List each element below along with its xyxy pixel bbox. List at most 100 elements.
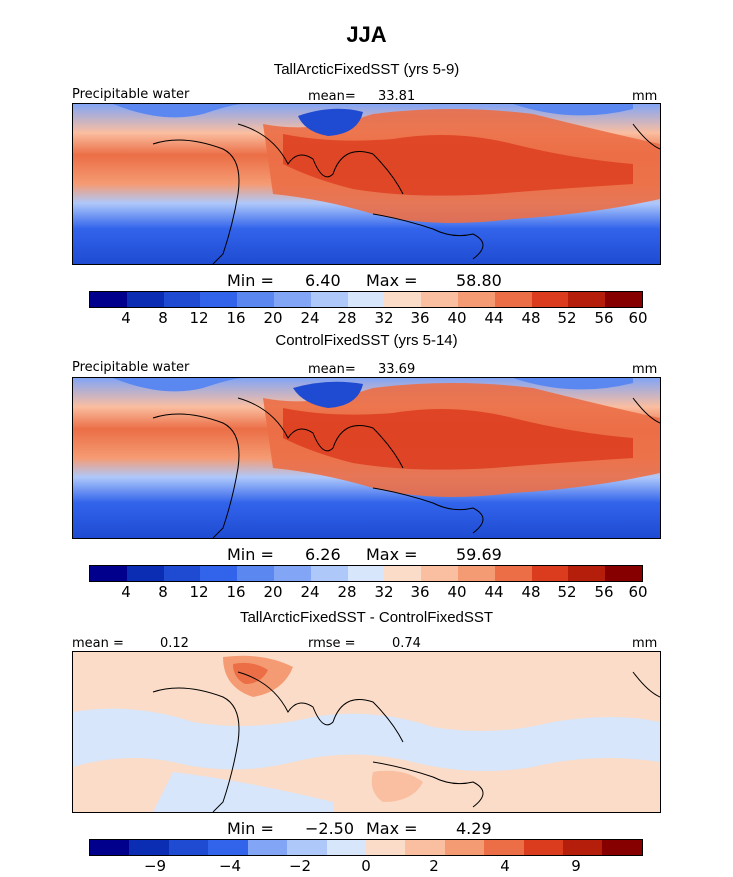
colorbar-tick: 32 bbox=[374, 309, 394, 327]
colorbar-tick: 40 bbox=[447, 583, 467, 601]
panel1-pacific-dry bbox=[513, 104, 633, 116]
colorbar-tick: 48 bbox=[521, 309, 541, 327]
panel3-coastlines bbox=[152, 671, 660, 812]
panel1-max-value: 58.80 bbox=[456, 271, 502, 290]
panel3-negative-band bbox=[73, 708, 660, 771]
panel3-map-svg bbox=[73, 652, 660, 812]
panel2-colorbar-swatch bbox=[273, 566, 311, 581]
panel3-colorbar-swatch bbox=[90, 840, 130, 855]
colorbar-tick: 4 bbox=[121, 309, 131, 327]
panel2-colorbar-ticks: 4 8 12 16 20 24 28 32 36 40 44 48 52 56 … bbox=[0, 583, 733, 603]
panel3-colorbar-swatch bbox=[168, 840, 209, 855]
panel3-colorbar-swatch bbox=[444, 840, 485, 855]
panel2-colorbar-swatch bbox=[384, 566, 422, 581]
panel1-colorbar-swatch bbox=[457, 292, 495, 307]
panel1-colorbar-swatch bbox=[384, 292, 422, 307]
panel2-max-label: Max = bbox=[366, 545, 418, 564]
panel1-colorbar-swatch bbox=[494, 292, 532, 307]
panel1-map bbox=[72, 103, 661, 265]
panel2-colorbar-swatch bbox=[126, 566, 164, 581]
panel2-colorbar-swatch bbox=[421, 566, 458, 581]
panel2-colorbar-swatch bbox=[347, 566, 385, 581]
colorbar-tick: −9 bbox=[143, 857, 167, 875]
colorbar-tick: 36 bbox=[410, 583, 430, 601]
panel2-map-svg bbox=[73, 378, 660, 538]
panel1-mean-label: mean= bbox=[308, 89, 356, 104]
panel1-sahara-dry bbox=[113, 104, 243, 118]
panel1-colorbar-swatch bbox=[90, 292, 127, 307]
panel1-mean-value: 33.81 bbox=[378, 89, 416, 104]
panel3-max-label: Max = bbox=[366, 819, 418, 838]
panel2-colorbar bbox=[89, 565, 643, 582]
panel1-colorbar-swatch bbox=[568, 292, 606, 307]
colorbar-tick: 40 bbox=[447, 309, 467, 327]
colorbar-tick: 9 bbox=[571, 857, 581, 875]
colorbar-tick: 36 bbox=[410, 309, 430, 327]
panel2-colorbar-swatch bbox=[163, 566, 201, 581]
panel1-colorbar-ticks: 4 8 12 16 20 24 28 32 36 40 44 48 52 56 … bbox=[0, 309, 733, 329]
panel2-min-value: 6.26 bbox=[305, 545, 341, 564]
panel3-colorbar bbox=[89, 839, 643, 856]
season-title: JJA bbox=[346, 22, 387, 47]
panel3-colorbar-ticks: −9 −4 −2 0 2 4 9 bbox=[0, 857, 733, 877]
panel1-map-svg bbox=[73, 104, 660, 264]
panel3-min-label: Min = bbox=[227, 819, 274, 838]
colorbar-tick: 4 bbox=[121, 583, 131, 601]
panel1-colorbar-swatch bbox=[347, 292, 385, 307]
panel3-colorbar-swatch bbox=[405, 840, 445, 855]
panel2-colorbar-swatch bbox=[310, 566, 348, 581]
panel2-units: mm bbox=[632, 362, 658, 377]
panel3-colorbar-swatch bbox=[563, 840, 603, 855]
panel1-colorbar bbox=[89, 291, 643, 308]
colorbar-tick: 56 bbox=[594, 583, 614, 601]
colorbar-tick: 20 bbox=[263, 583, 283, 601]
panel2-map bbox=[72, 377, 661, 539]
colorbar-tick: 16 bbox=[226, 583, 246, 601]
panel1-colorbar-swatch bbox=[605, 292, 642, 307]
colorbar-tick: 4 bbox=[500, 857, 510, 875]
panel3-colorbar-swatch bbox=[523, 840, 564, 855]
panel2-sahara-dry bbox=[113, 378, 243, 392]
panel2-max-value: 59.69 bbox=[456, 545, 502, 564]
panel3-colorbar-swatch bbox=[129, 840, 169, 855]
panel1-colorbar-swatch bbox=[126, 292, 164, 307]
panel1-colorbar-swatch bbox=[163, 292, 201, 307]
panel3-map bbox=[72, 651, 661, 813]
panel1-max-region bbox=[283, 134, 633, 196]
panel3-min-value: −2.50 bbox=[305, 819, 355, 838]
panel2-title: ControlFixedSST (yrs 5-14) bbox=[275, 332, 458, 349]
colorbar-tick: 48 bbox=[521, 583, 541, 601]
colorbar-tick: 24 bbox=[300, 309, 320, 327]
colorbar-tick: 60 bbox=[628, 309, 648, 327]
panel3-colorbar-swatch bbox=[287, 840, 327, 855]
colorbar-tick: 8 bbox=[158, 309, 168, 327]
panel3-colorbar-swatch bbox=[484, 840, 524, 855]
panel1-variable: Precipitable water bbox=[72, 87, 190, 102]
panel1-max-label: Max = bbox=[366, 271, 418, 290]
panel2-colorbar-swatch bbox=[494, 566, 532, 581]
panel2-mean-label: mean= bbox=[308, 362, 356, 377]
panel3-title: TallArcticFixedSST - ControlFixedSST bbox=[239, 609, 494, 626]
panel2-max-region bbox=[283, 408, 633, 470]
panel2-colorbar-swatch bbox=[531, 566, 569, 581]
colorbar-tick: 56 bbox=[594, 309, 614, 327]
panel3-max-value: 4.29 bbox=[456, 819, 492, 838]
panel1-colorbar-swatch bbox=[310, 292, 348, 307]
panel2-colorbar-swatch bbox=[457, 566, 495, 581]
panel3-rmse-label: rmse = bbox=[308, 636, 356, 651]
panel3-mean-label: mean = bbox=[72, 636, 124, 651]
colorbar-tick: 32 bbox=[374, 583, 394, 601]
panel1-min-label: Min = bbox=[227, 271, 274, 290]
panel1-colorbar-swatch bbox=[237, 292, 274, 307]
colorbar-tick: 12 bbox=[189, 309, 209, 327]
panel1-colorbar-swatch bbox=[531, 292, 569, 307]
panel2-mean-value: 33.69 bbox=[378, 362, 416, 377]
panel3-mean-value: 0.12 bbox=[160, 636, 189, 651]
panel1-coastlines bbox=[152, 123, 660, 264]
colorbar-tick: 8 bbox=[158, 583, 168, 601]
colorbar-tick: 60 bbox=[628, 583, 648, 601]
panel2-colorbar-swatch bbox=[90, 566, 127, 581]
panel1-tibet-dry bbox=[298, 108, 363, 136]
panel2-colorbar-swatch bbox=[200, 566, 238, 581]
panel1-colorbar-swatch bbox=[421, 292, 458, 307]
